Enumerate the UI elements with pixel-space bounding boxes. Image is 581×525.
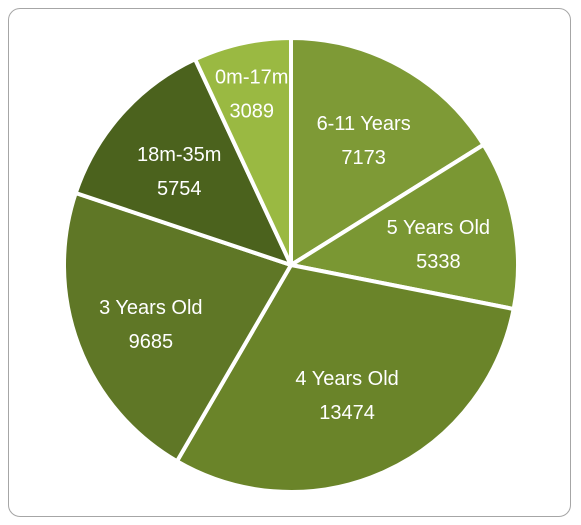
data-label-value: 3089: [229, 101, 274, 123]
data-label-category: 18m-35m: [137, 144, 221, 166]
data-label-18m-35m: 18m-35m 5754: [137, 144, 221, 200]
data-label-value: 9685: [129, 331, 174, 353]
data-label-value: 5338: [416, 251, 461, 273]
pie-slice-3-years-old: [62, 191, 293, 464]
pie-slice-18m-35m: [73, 57, 293, 267]
pie-slices: [62, 36, 520, 494]
data-label-0m-17m: 0m-17m 3089: [215, 67, 288, 123]
data-label-3-years-old: 3 Years Old 9685: [99, 297, 202, 353]
data-label-6-11-years: 6-11 Years 7173: [317, 113, 411, 169]
data-label-value: 5754: [157, 178, 202, 200]
data-label-category: 4 Years Old: [295, 368, 398, 390]
data-label-category: 3 Years Old: [99, 297, 202, 319]
data-label-category: 6-11 Years: [317, 113, 411, 135]
pie-slice-6-11-years: [289, 36, 486, 267]
pie-labels: 6-11 Years 7173 5 Years Old 5338 4 Years Old…: [99, 67, 490, 424]
data-label-5-years-old: 5 Years Old 5338: [387, 217, 490, 273]
pie-slice-0m-17m: [193, 36, 293, 267]
pie-slice-5-years-old: [289, 142, 520, 312]
data-label-category: 0m-17m: [215, 67, 288, 89]
data-label-4-years-old: 4 Years Old 13474: [295, 368, 398, 424]
pie-slice-4-years-old: [174, 263, 516, 494]
data-label-value: 13474: [319, 402, 375, 424]
data-label-value: 7173: [341, 147, 386, 169]
data-label-category: 5 Years Old: [387, 217, 490, 239]
